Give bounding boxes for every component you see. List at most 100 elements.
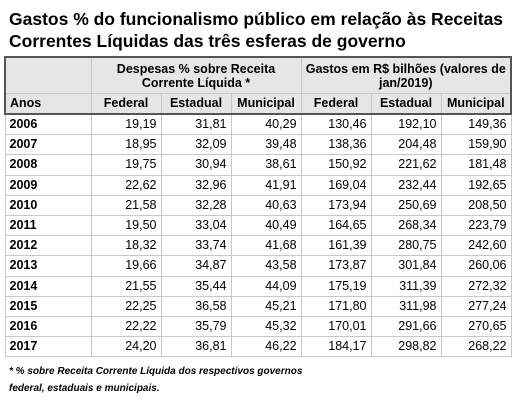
cell-pct-estadual: 34,87	[160, 255, 232, 277]
column-header-anos: Anos	[4, 93, 92, 115]
cell-pct-estadual: 35,44	[160, 275, 232, 297]
footnote: * % sobre Receita Corrente Líquida dos r…	[5, 357, 511, 398]
cell-pct-municipal: 45,21	[230, 295, 302, 318]
cell-abs-estadual: 311,39	[370, 275, 442, 297]
cell-abs-federal: 164,65	[300, 215, 372, 237]
cell-abs-federal: 184,17	[300, 336, 372, 358]
footnote-line-1: * % sobre Receita Corrente Líquida dos r…	[9, 366, 303, 378]
cell-abs-estadual: 221,62	[370, 154, 442, 176]
cell-abs-estadual: 291,66	[370, 316, 442, 338]
cell-abs-estadual: 204,48	[370, 134, 442, 156]
cell-pct-municipal: 43,58	[230, 255, 302, 277]
cell-abs-municipal: 242,60	[440, 235, 512, 257]
cell-abs-federal: 138,36	[300, 134, 372, 156]
column-header-row: Anos Federal Estadual Municipal Federal …	[4, 93, 512, 115]
cell-abs-municipal: 208,50	[440, 194, 512, 217]
cell-abs-municipal: 223,79	[440, 215, 512, 237]
cell-year: 2017	[4, 336, 92, 358]
cell-abs-estadual: 268,34	[370, 215, 442, 237]
cell-year: 2015	[4, 295, 92, 318]
cell-pct-municipal: 41,68	[230, 235, 302, 257]
cell-year: 2008	[4, 154, 92, 176]
cell-pct-federal: 19,50	[90, 215, 162, 237]
spending-table: Despesas % sobre Receita Corrente Líquid…	[4, 56, 512, 397]
cell-abs-municipal: 272,32	[440, 275, 512, 297]
table-row: 2017 24,20 36,81 46,22 184,17 298,82 268,22	[4, 336, 512, 358]
table-body: 2006 19,19 31,81 40,29 130,46 192,10 149,36 200…	[4, 113, 512, 358]
table-row: 2015 22,25 36,58 45,21 171,80 311,98 277,24	[4, 295, 512, 318]
cell-year: 2010	[4, 194, 92, 217]
cell-pct-federal: 18,32	[90, 235, 162, 257]
cell-pct-estadual: 36,81	[160, 336, 232, 358]
group-header-blank	[4, 56, 92, 94]
cell-pct-estadual: 31,81	[160, 113, 232, 136]
page-title: Gastos % do funcionalismo público em rel…	[9, 9, 504, 51]
cell-pct-federal: 19,19	[90, 113, 162, 136]
cell-abs-estadual: 298,82	[370, 336, 442, 358]
cell-abs-estadual: 192,10	[370, 113, 442, 136]
cell-pct-municipal: 38,61	[230, 154, 302, 176]
cell-pct-federal: 19,66	[90, 255, 162, 277]
cell-abs-federal: 173,87	[300, 255, 372, 277]
cell-abs-federal: 169,04	[300, 174, 372, 196]
cell-year: 2011	[4, 215, 92, 237]
cell-abs-estadual: 280,75	[370, 235, 442, 257]
cell-pct-municipal: 44,09	[230, 275, 302, 297]
column-header-pct-federal: Federal	[90, 93, 162, 115]
cell-abs-federal: 175,19	[300, 275, 372, 297]
cell-pct-estadual: 30,94	[160, 154, 232, 176]
group-header-row: Despesas % sobre Receita Corrente Líquid…	[4, 56, 512, 94]
cell-year: 2007	[4, 134, 92, 156]
cell-year: 2013	[4, 255, 92, 277]
cell-year: 2006	[4, 113, 92, 136]
table-row: 2014 21,55 35,44 44,09 175,19 311,39 272,32	[4, 275, 512, 297]
table-row: 2008 19,75 30,94 38,61 150,92 221,62 181,48	[4, 154, 512, 176]
cell-abs-federal: 171,80	[300, 295, 372, 318]
group-header-abs: Gastos em R$ bilhões (valores de jan/201…	[300, 56, 512, 94]
cell-abs-estadual: 301,84	[370, 255, 442, 277]
cell-abs-municipal: 149,36	[440, 113, 512, 136]
cell-pct-municipal: 40,63	[230, 194, 302, 217]
cell-abs-estadual: 311,98	[370, 295, 442, 318]
cell-abs-municipal: 268,22	[440, 336, 512, 358]
cell-abs-federal: 173,94	[300, 194, 372, 217]
cell-pct-municipal: 45,32	[230, 316, 302, 338]
cell-pct-estadual: 33,04	[160, 215, 232, 237]
column-header-pct-estadual: Estadual	[160, 93, 232, 115]
table-row: 2007 18,95 32,09 39,48 138,36 204,48 159,90	[4, 134, 512, 156]
cell-abs-estadual: 232,44	[370, 174, 442, 196]
table-row: 2006 19,19 31,81 40,29 130,46 192,10 149,36	[4, 113, 512, 136]
cell-pct-municipal: 40,29	[230, 113, 302, 136]
cell-pct-municipal: 39,48	[230, 134, 302, 156]
column-header-abs-federal: Federal	[300, 93, 372, 115]
cell-year: 2016	[4, 316, 92, 338]
cell-pct-municipal: 46,22	[230, 336, 302, 358]
cell-abs-municipal: 277,24	[440, 295, 512, 318]
cell-pct-federal: 19,75	[90, 154, 162, 176]
cell-abs-federal: 161,39	[300, 235, 372, 257]
cell-abs-federal: 170,01	[300, 316, 372, 338]
cell-pct-federal: 18,95	[90, 134, 162, 156]
table-row: 2013 19,66 34,87 43,58 173,87 301,84 260,06	[4, 255, 512, 277]
cell-pct-estadual: 32,09	[160, 134, 232, 156]
table-row: 2012 18,32 33,74 41,68 161,39 280,75 242,60	[4, 235, 512, 257]
cell-abs-federal: 130,46	[300, 113, 372, 136]
table-row: 2016 22,22 35,79 45,32 170,01 291,66 270,65	[4, 316, 512, 338]
column-header-pct-municipal: Municipal	[230, 93, 302, 115]
cell-pct-municipal: 41,91	[230, 174, 302, 196]
cell-pct-federal: 22,62	[90, 174, 162, 196]
column-header-abs-municipal: Municipal	[440, 93, 512, 115]
table-row: 2011 19,50 33,04 40,49 164,65 268,34 223,79	[4, 215, 512, 237]
cell-pct-estadual: 32,28	[160, 194, 232, 217]
cell-abs-municipal: 192,65	[440, 174, 512, 196]
footnote-line-2: federal, estaduais e municipais.	[9, 383, 160, 395]
cell-pct-federal: 24,20	[90, 336, 162, 358]
cell-abs-municipal: 260,06	[440, 255, 512, 277]
cell-pct-estadual: 35,79	[160, 316, 232, 338]
cell-pct-federal: 21,55	[90, 275, 162, 297]
cell-pct-estadual: 32,96	[160, 174, 232, 196]
cell-pct-federal: 21,58	[90, 194, 162, 217]
cell-abs-estadual: 250,69	[370, 194, 442, 217]
cell-abs-federal: 150,92	[300, 154, 372, 176]
cell-pct-estadual: 36,58	[160, 295, 232, 318]
